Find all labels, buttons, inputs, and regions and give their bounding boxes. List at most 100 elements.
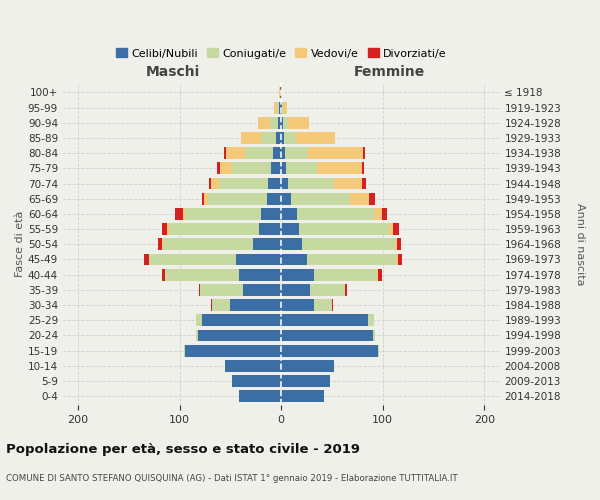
Bar [196,314,202,326]
Bar [314,299,332,311]
Bar [279,86,280,99]
Bar [220,162,232,174]
Bar [282,102,283,114]
Bar [281,360,334,372]
Bar [389,223,393,235]
Bar [377,344,379,356]
Bar [397,238,401,250]
Bar [208,193,267,204]
Bar [281,269,314,280]
Bar [396,254,398,266]
Bar [226,360,281,372]
Bar [241,132,261,144]
Bar [281,148,285,159]
Bar [281,284,310,296]
Bar [334,178,362,190]
Bar [183,208,185,220]
Bar [317,162,362,174]
Bar [393,223,399,235]
Bar [350,193,368,204]
Bar [253,238,281,250]
Bar [281,238,302,250]
Bar [242,284,281,296]
Text: COMUNE DI SANTO STEFANO QUISQUINA (AG) - Dati ISTAT 1° gennaio 2019 - Elaborazio: COMUNE DI SANTO STEFANO QUISQUINA (AG) -… [6,474,458,483]
Bar [144,254,149,266]
Y-axis label: Fasce di età: Fasce di età [15,211,25,278]
Bar [185,344,281,356]
Bar [261,132,276,144]
Bar [175,208,183,220]
Bar [292,193,350,204]
Bar [219,178,268,190]
Bar [281,299,314,311]
Bar [298,208,374,220]
Bar [310,284,345,296]
Bar [268,178,281,190]
Bar [382,208,387,220]
Bar [211,178,219,190]
Bar [281,254,307,266]
Bar [332,299,333,311]
Bar [345,284,347,296]
Bar [278,117,281,128]
Bar [277,102,279,114]
Bar [198,330,281,342]
Text: Maschi: Maschi [145,65,200,79]
Bar [163,238,253,250]
Text: Popolazione per età, sesso e stato civile - 2019: Popolazione per età, sesso e stato civil… [6,442,360,456]
Bar [232,162,271,174]
Bar [232,375,281,387]
Bar [281,132,284,144]
Bar [281,344,377,356]
Bar [281,178,289,190]
Bar [395,238,397,250]
Bar [281,208,298,220]
Bar [163,269,166,280]
Bar [239,390,281,402]
Bar [276,132,281,144]
Bar [368,193,374,204]
Bar [308,148,364,159]
Bar [230,299,281,311]
Bar [364,148,365,159]
Bar [270,117,278,128]
Bar [281,162,286,174]
Bar [289,117,308,128]
Bar [302,238,395,250]
Bar [185,208,261,220]
Bar [273,148,281,159]
Legend: Celibi/Nubili, Coniugati/e, Vedovi/e, Divorziati/e: Celibi/Nubili, Coniugati/e, Vedovi/e, Di… [111,44,451,63]
Bar [283,102,287,114]
Bar [281,390,324,402]
Y-axis label: Anni di nascita: Anni di nascita [575,203,585,285]
Bar [204,193,208,204]
Bar [196,330,198,342]
Bar [267,193,281,204]
Bar [158,238,163,250]
Bar [368,314,374,326]
Bar [274,102,277,114]
Bar [259,223,281,235]
Bar [245,148,273,159]
Bar [217,162,220,174]
Bar [374,208,382,220]
Bar [224,148,226,159]
Bar [280,86,281,99]
Bar [236,254,281,266]
Bar [281,86,282,99]
Bar [226,148,245,159]
Bar [209,178,211,190]
Bar [281,193,292,204]
Bar [296,132,335,144]
Bar [202,193,204,204]
Bar [281,117,283,128]
Bar [284,132,296,144]
Bar [281,330,373,342]
Bar [362,162,364,174]
Bar [299,223,389,235]
Bar [200,284,242,296]
Bar [184,344,185,356]
Bar [281,223,299,235]
Bar [239,269,281,280]
Bar [314,269,377,280]
